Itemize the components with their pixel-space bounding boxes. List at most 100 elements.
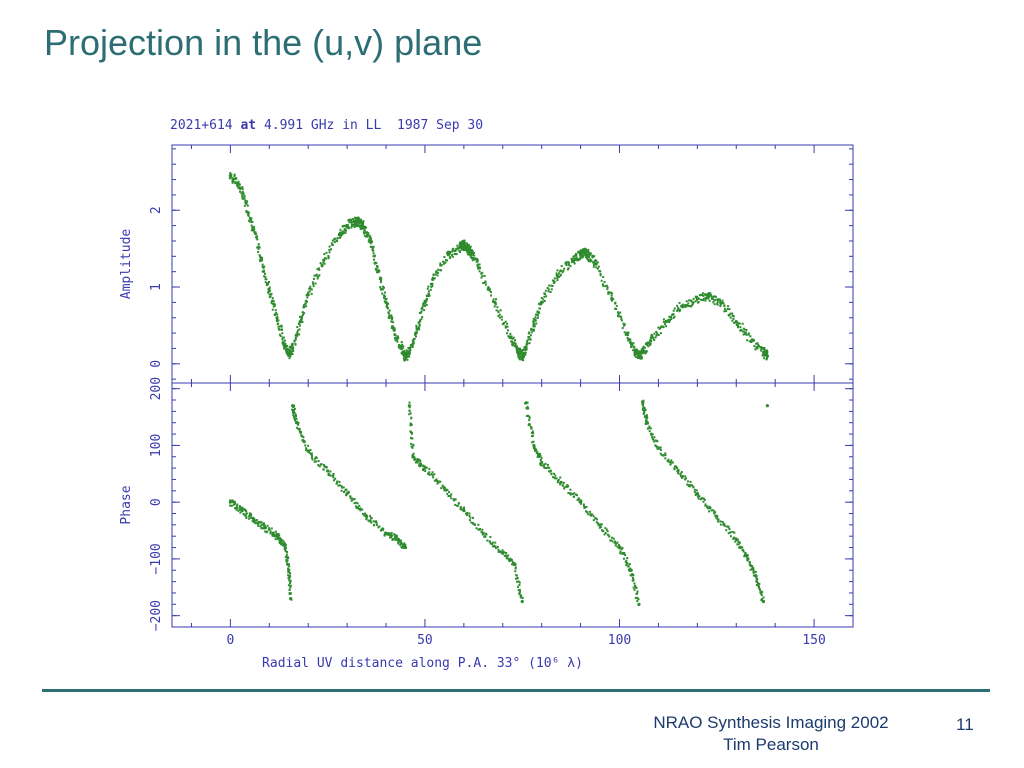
data-point	[389, 533, 392, 536]
data-point	[634, 586, 637, 589]
data-point	[552, 476, 555, 479]
data-point	[446, 492, 449, 495]
data-point	[652, 337, 655, 340]
data-point	[422, 464, 425, 467]
data-point	[633, 582, 636, 585]
data-point	[545, 466, 548, 469]
data-point	[253, 521, 256, 524]
data-point	[271, 308, 274, 311]
data-point	[480, 272, 483, 275]
data-point	[476, 263, 479, 266]
y-tick-label: 2	[149, 206, 164, 214]
data-point	[241, 186, 244, 189]
data-point	[706, 506, 709, 509]
data-point	[355, 218, 358, 221]
data-point	[408, 409, 411, 412]
data-point	[454, 498, 457, 501]
data-point	[503, 551, 506, 554]
data-point	[523, 352, 526, 355]
data-point	[540, 460, 544, 465]
data-point	[735, 323, 738, 326]
data-point	[400, 539, 403, 542]
data-point	[246, 213, 249, 216]
data-point	[537, 452, 540, 455]
data-point	[384, 298, 387, 301]
data-point	[546, 466, 549, 469]
data-point	[559, 273, 562, 276]
data-point	[592, 265, 595, 268]
data-point	[616, 311, 619, 314]
data-point	[273, 305, 276, 308]
data-point	[275, 316, 279, 320]
data-point	[519, 590, 522, 593]
data-point	[428, 473, 431, 476]
data-point	[369, 515, 372, 518]
data-point	[651, 436, 654, 439]
data-point	[462, 245, 465, 248]
data-point	[248, 512, 251, 515]
data-point	[716, 518, 719, 521]
data-point	[579, 500, 583, 504]
data-point	[702, 497, 705, 500]
data-point	[409, 412, 412, 415]
data-point	[414, 335, 417, 338]
data-point	[526, 340, 529, 343]
x-tick-label: 100	[608, 633, 631, 648]
data-point	[282, 336, 285, 339]
data-point	[468, 250, 471, 253]
data-point	[736, 322, 739, 325]
data-point	[647, 345, 650, 348]
data-point	[744, 333, 747, 336]
data-point	[543, 300, 546, 303]
data-point	[603, 533, 606, 536]
page-number: 11	[956, 715, 974, 734]
data-point	[668, 315, 671, 318]
data-point	[383, 534, 386, 537]
data-point	[403, 354, 408, 358]
data-point	[635, 352, 638, 355]
data-point	[593, 260, 596, 263]
data-point	[248, 219, 251, 222]
data-point	[403, 359, 406, 362]
data-point	[274, 309, 277, 312]
data-point	[417, 464, 420, 467]
data-point	[451, 255, 454, 258]
data-point	[517, 580, 520, 583]
data-point	[648, 425, 651, 428]
data-point	[353, 223, 356, 226]
data-point	[272, 302, 275, 305]
data-point	[581, 252, 584, 255]
data-point	[635, 356, 638, 359]
data-point	[352, 217, 355, 220]
data-point	[567, 492, 570, 495]
data-point	[616, 314, 619, 317]
data-point	[532, 432, 535, 435]
data-point	[758, 582, 761, 585]
data-point	[289, 353, 292, 356]
data-point	[267, 289, 271, 293]
data-point	[328, 472, 331, 475]
data-point	[754, 348, 757, 351]
data-point	[458, 249, 461, 252]
data-point	[657, 326, 660, 329]
data-point	[247, 515, 250, 518]
data-point	[289, 354, 292, 357]
data-point	[484, 281, 487, 284]
data-point	[418, 462, 421, 465]
phase-axis-label: Phase	[119, 485, 134, 524]
data-point	[264, 275, 267, 278]
data-point	[415, 324, 418, 327]
data-point	[629, 345, 632, 348]
data-point	[680, 471, 683, 474]
data-point	[660, 325, 663, 328]
data-point	[658, 327, 661, 330]
data-point	[351, 223, 354, 226]
data-point	[341, 486, 344, 489]
data-point	[350, 499, 353, 502]
data-point	[245, 209, 248, 212]
data-point	[651, 335, 654, 338]
data-point	[258, 520, 261, 523]
data-point	[591, 513, 594, 516]
data-point	[325, 466, 328, 469]
data-point	[727, 526, 730, 529]
